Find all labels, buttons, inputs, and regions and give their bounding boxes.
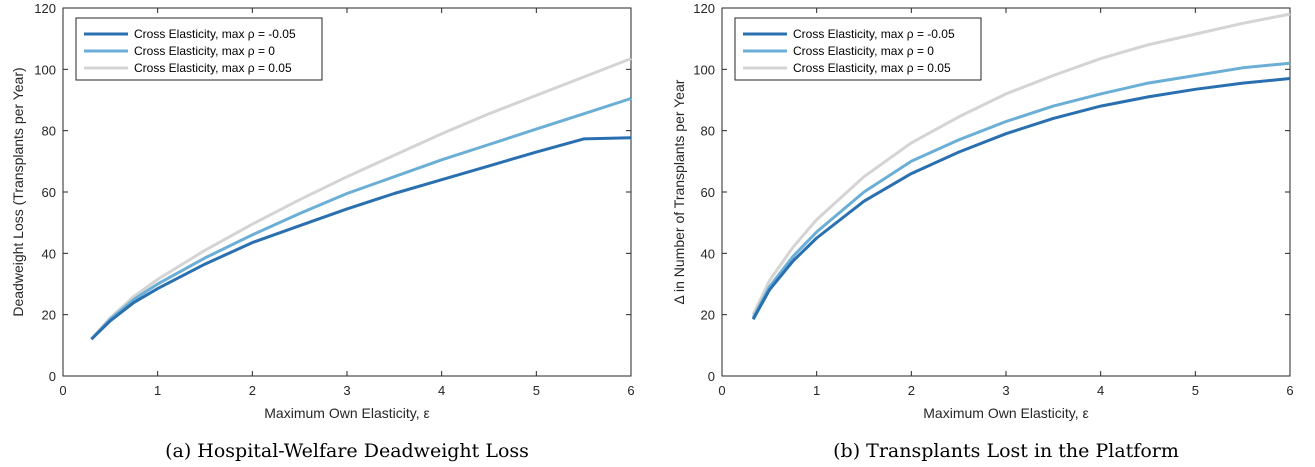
panel-a-legend-label-1: Cross Elasticity, max ρ = 0 <box>134 44 275 58</box>
y-tick-label: 100 <box>34 62 56 77</box>
panel-b-series-lines <box>751 12 1291 321</box>
panel-b-caption: (b) Transplants Lost in the Platform <box>833 440 1179 462</box>
panel-b-legend-label-2: Cross Elasticity, max ρ = 0.05 <box>793 61 951 75</box>
series-line-2 <box>90 57 632 341</box>
x-tick-label: 5 <box>533 383 540 398</box>
x-tick-label: 0 <box>59 383 66 398</box>
y-tick-label: 120 <box>34 1 56 16</box>
panel-a-series-lines <box>90 57 632 341</box>
panel-b-x-axis-label: Maximum Own Elasticity, ε <box>923 405 1088 421</box>
x-tick-label: 6 <box>627 383 634 398</box>
y-tick-label: 120 <box>693 1 715 16</box>
panel-b-legend-box <box>734 17 982 81</box>
y-tick-label: 60 <box>42 185 56 200</box>
panel-b-legend: Cross Elasticity, max ρ = -0.05 Cross El… <box>734 17 982 81</box>
panel-a-caption: (a) Hospital-Welfare Deadweight Loss <box>165 440 529 462</box>
x-tick-label: 2 <box>908 383 915 398</box>
x-tick-label: 4 <box>438 383 445 398</box>
series-line-1 <box>751 61 1291 319</box>
x-tick-label: 3 <box>343 383 350 398</box>
x-tick-label: 5 <box>1192 383 1199 398</box>
y-tick-label: 40 <box>42 246 56 261</box>
series-line-0 <box>90 136 632 341</box>
series-line-1 <box>90 97 632 341</box>
y-tick-label: 100 <box>693 62 715 77</box>
panel-a-x-axis-label: Maximum Own Elasticity, ε <box>264 405 429 421</box>
panel-b-legend-label-1: Cross Elasticity, max ρ = 0 <box>793 44 934 58</box>
panel-a-legend-label-0: Cross Elasticity, max ρ = -0.05 <box>134 27 296 41</box>
x-tick-label: 3 <box>1002 383 1009 398</box>
x-tick-label: 1 <box>154 383 161 398</box>
y-tick-label: 40 <box>701 246 715 261</box>
panel-a-legend-label-2: Cross Elasticity, max ρ = 0.05 <box>134 61 292 75</box>
series-line-0 <box>751 77 1291 321</box>
y-tick-label: 80 <box>701 124 715 139</box>
x-tick-label: 4 <box>1097 383 1104 398</box>
x-tick-label: 1 <box>813 383 820 398</box>
y-tick-label: 60 <box>701 185 715 200</box>
y-tick-label: 80 <box>42 124 56 139</box>
panel-b-y-axis-label: Δ in Number of Transplants per Year <box>671 79 687 304</box>
x-tick-label: 2 <box>249 383 256 398</box>
panel-a-legend: Cross Elasticity, max ρ = -0.05 Cross El… <box>75 17 323 81</box>
y-tick-label: 20 <box>42 308 56 323</box>
panel-a-y-axis-label: Deadweight Loss (Transplants per Year) <box>10 67 26 316</box>
y-tick-label: 0 <box>49 369 56 384</box>
y-tick-label: 0 <box>708 369 715 384</box>
series-line-2 <box>751 12 1291 316</box>
x-tick-label: 6 <box>1286 383 1293 398</box>
x-tick-label: 0 <box>718 383 725 398</box>
y-tick-label: 20 <box>701 308 715 323</box>
panel-a-legend-box <box>75 17 323 81</box>
panel-b-legend-label-0: Cross Elasticity, max ρ = -0.05 <box>793 27 955 41</box>
